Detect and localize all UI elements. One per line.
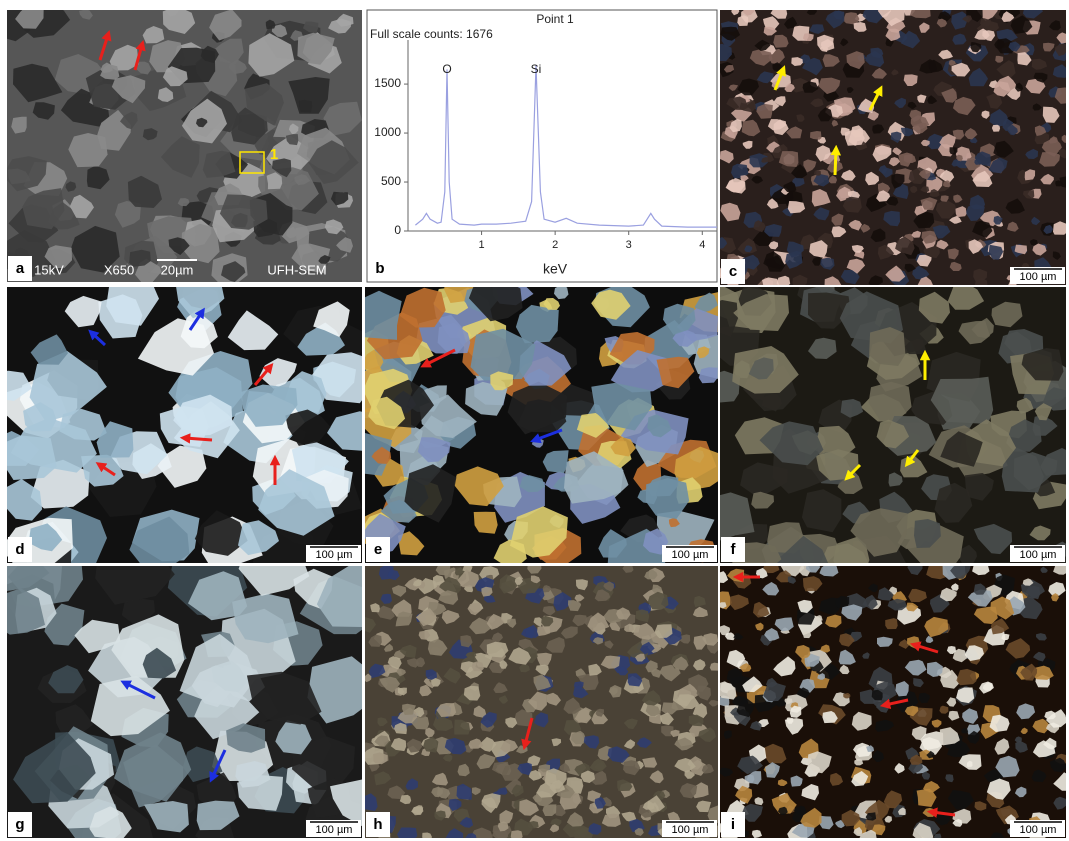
figure: a 15kV X650 20µm UFH-SEM 1 b c 100 µm d 100 µm e 100… — [0, 0, 1069, 841]
x-tick-label: 2 — [552, 239, 558, 251]
grain — [819, 564, 838, 577]
x-axis-label: keV — [543, 261, 568, 277]
y-tick-label: 500 — [381, 174, 401, 188]
arrow — [835, 150, 836, 175]
arrow — [185, 438, 212, 440]
micrograph — [711, 0, 1069, 291]
analysis-marker: 1 — [270, 146, 278, 163]
panel-label: c — [729, 263, 737, 280]
scale-bar-label: 100 µm — [316, 549, 353, 561]
x-tick-label: 4 — [699, 239, 705, 251]
chart-title: Point 1 — [536, 12, 574, 26]
panel: f100 µm — [686, 280, 1069, 589]
scale-bar-label: 100 µm — [316, 824, 353, 836]
micrograph — [0, 0, 362, 286]
micrograph — [334, 272, 742, 587]
panel: d 100 µm — [0, 270, 382, 579]
peak-label: O — [442, 62, 451, 76]
sem-info: 20µm — [161, 262, 194, 277]
grain — [699, 367, 718, 383]
sem-info: UFH-SEM — [267, 262, 326, 277]
panel-label: d — [15, 541, 24, 558]
micrograph — [0, 533, 393, 841]
panel: e 100 µm — [334, 272, 742, 587]
micrograph — [712, 556, 1069, 841]
panel-label: a — [16, 260, 25, 277]
panel-label: e — [374, 541, 382, 558]
grain — [992, 125, 1000, 132]
y-tick-label: 1500 — [374, 76, 401, 90]
panel-label: b — [375, 260, 384, 277]
grain — [802, 489, 841, 532]
scale-bar-label: 100 µm — [1020, 271, 1057, 283]
scale-bar-label: 100 µm — [1020, 549, 1057, 561]
panel-label: g — [15, 816, 24, 833]
panel: c 100 µm — [711, 0, 1069, 291]
micrograph — [356, 560, 725, 841]
panel: b — [367, 10, 717, 282]
x-tick-label: 1 — [479, 239, 485, 251]
panel: h 100 µm — [356, 560, 725, 841]
grain — [910, 4, 931, 19]
grain — [710, 663, 720, 671]
panel: a 15kV X650 20µm UFH-SEM 1 — [0, 0, 362, 286]
panel-label: i — [731, 816, 735, 833]
scale-bar-label: 100 µm — [672, 549, 709, 561]
grain — [885, 618, 898, 629]
chart-frame — [367, 10, 717, 282]
chart-subtitle: Full scale counts: 1676 — [370, 27, 493, 41]
peak-label: Si — [531, 62, 542, 76]
sem-info: 15kV — [34, 262, 64, 277]
x-tick-label: 3 — [626, 239, 632, 251]
y-tick-label: 1000 — [374, 125, 401, 139]
grain — [472, 661, 484, 671]
scale-bar-label: 100 µm — [1020, 824, 1057, 836]
sem-info: X650 — [104, 262, 134, 277]
micrograph — [0, 270, 382, 579]
panel-label: h — [373, 816, 382, 833]
grain — [511, 830, 523, 841]
panel: g 100 µm — [0, 533, 393, 841]
scale-bar-label: 100 µm — [672, 824, 709, 836]
panel: i 100 µm — [712, 556, 1069, 841]
y-tick-label: 0 — [394, 223, 401, 237]
